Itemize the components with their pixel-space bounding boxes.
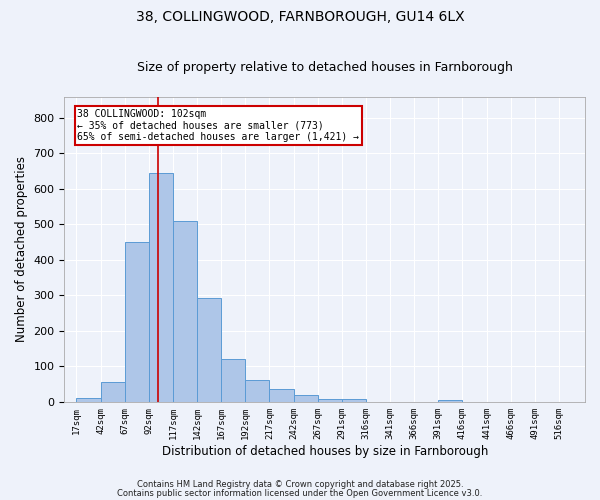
Bar xyxy=(101,382,125,402)
Bar xyxy=(76,398,101,402)
Bar xyxy=(439,400,463,402)
Bar xyxy=(269,390,293,402)
Bar xyxy=(125,242,149,402)
Bar xyxy=(342,399,366,402)
Text: Contains HM Land Registry data © Crown copyright and database right 2025.: Contains HM Land Registry data © Crown c… xyxy=(137,480,463,489)
Bar xyxy=(318,399,342,402)
Bar xyxy=(221,359,245,402)
Text: 38, COLLINGWOOD, FARNBOROUGH, GU14 6LX: 38, COLLINGWOOD, FARNBOROUGH, GU14 6LX xyxy=(136,10,464,24)
Bar xyxy=(149,173,173,402)
Bar xyxy=(245,380,269,402)
Text: Contains public sector information licensed under the Open Government Licence v3: Contains public sector information licen… xyxy=(118,488,482,498)
Text: 38 COLLINGWOOD: 102sqm
← 35% of detached houses are smaller (773)
65% of semi-de: 38 COLLINGWOOD: 102sqm ← 35% of detached… xyxy=(77,108,359,142)
Title: Size of property relative to detached houses in Farnborough: Size of property relative to detached ho… xyxy=(137,62,512,74)
Y-axis label: Number of detached properties: Number of detached properties xyxy=(15,156,28,342)
Bar xyxy=(197,298,221,402)
X-axis label: Distribution of detached houses by size in Farnborough: Distribution of detached houses by size … xyxy=(161,444,488,458)
Bar xyxy=(173,221,197,402)
Bar xyxy=(293,394,318,402)
